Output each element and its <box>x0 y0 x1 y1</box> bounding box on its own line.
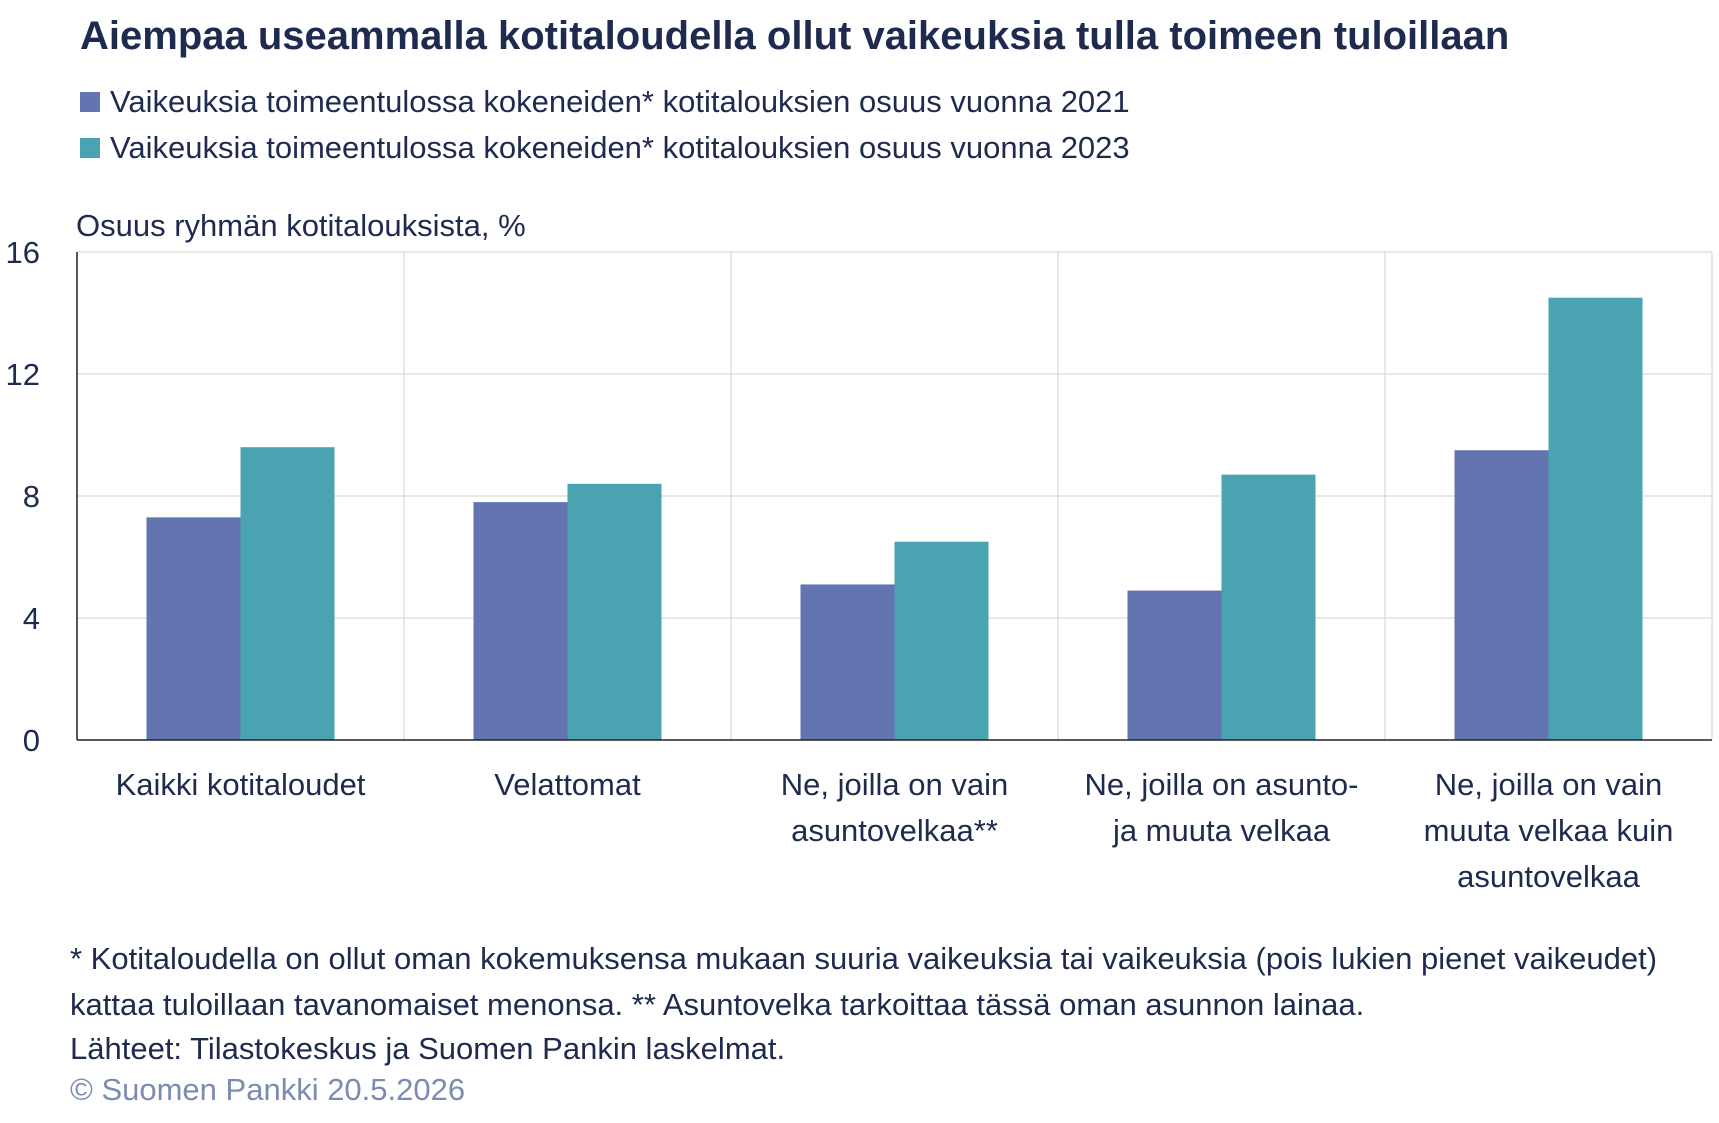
x-tick-label: muuta velkaa kuin <box>1424 813 1674 848</box>
legend-swatch-2021 <box>80 92 100 112</box>
x-tick-label: Velattomat <box>494 767 641 802</box>
bar-2021 <box>1454 450 1549 740</box>
bar-2023 <box>894 541 989 740</box>
legend-label-2021: Vaikeuksia toimeentulossa kokeneiden* ko… <box>110 84 1130 119</box>
bar-2023 <box>1221 474 1316 740</box>
bar-2021 <box>800 584 895 740</box>
y-tick-label: 4 <box>23 601 40 636</box>
x-tick-label: Kaikki kotitaloudet <box>116 767 366 802</box>
bar-2021 <box>1127 590 1222 740</box>
y-tick-label: 0 <box>23 723 40 758</box>
copyright: © Suomen Pankki 20.5.2026 <box>70 1072 466 1107</box>
bar-2023 <box>567 483 662 740</box>
y-tick-label: 16 <box>6 235 40 270</box>
legend-item-2021: Vaikeuksia toimeentulossa kokeneiden* ko… <box>80 84 1130 120</box>
x-tick-label: Ne, joilla on vain <box>1435 767 1662 802</box>
x-tick-label: asuntovelkaa** <box>791 813 998 848</box>
x-tick-label: Ne, joilla on vain <box>781 767 1008 802</box>
x-tick-label: asuntovelkaa <box>1457 859 1640 894</box>
legend-item-2023: Vaikeuksia toimeentulossa kokeneiden* ko… <box>80 130 1130 166</box>
bar-2023 <box>240 447 335 740</box>
bar-2023 <box>1548 297 1643 740</box>
bar-2021 <box>146 517 241 740</box>
x-tick-label: ja muuta velkaa <box>1112 813 1331 848</box>
y-axis-label: Osuus ryhmän kotitalouksista, % <box>76 208 526 243</box>
legend-label-2023: Vaikeuksia toimeentulossa kokeneiden* ko… <box>110 130 1130 165</box>
sources: Lähteet: Tilastokeskus ja Suomen Pankin … <box>70 1031 786 1066</box>
chart-title: Aiempaa useammalla kotitaloudella ollut … <box>80 14 1510 58</box>
bar-2021 <box>473 502 568 740</box>
x-tick-label: Ne, joilla on asunto- <box>1085 767 1359 802</box>
bar-chart: 0 4 8 12 16 Kaikki kotitaloudet Velattomat Ne, … <box>6 235 1713 894</box>
footnote: * Kotitaloudella on ollut oman kokemukse… <box>70 941 1658 1022</box>
legend-swatch-2023 <box>80 138 100 158</box>
y-tick-label: 8 <box>23 479 40 514</box>
y-tick-label: 12 <box>6 357 40 392</box>
